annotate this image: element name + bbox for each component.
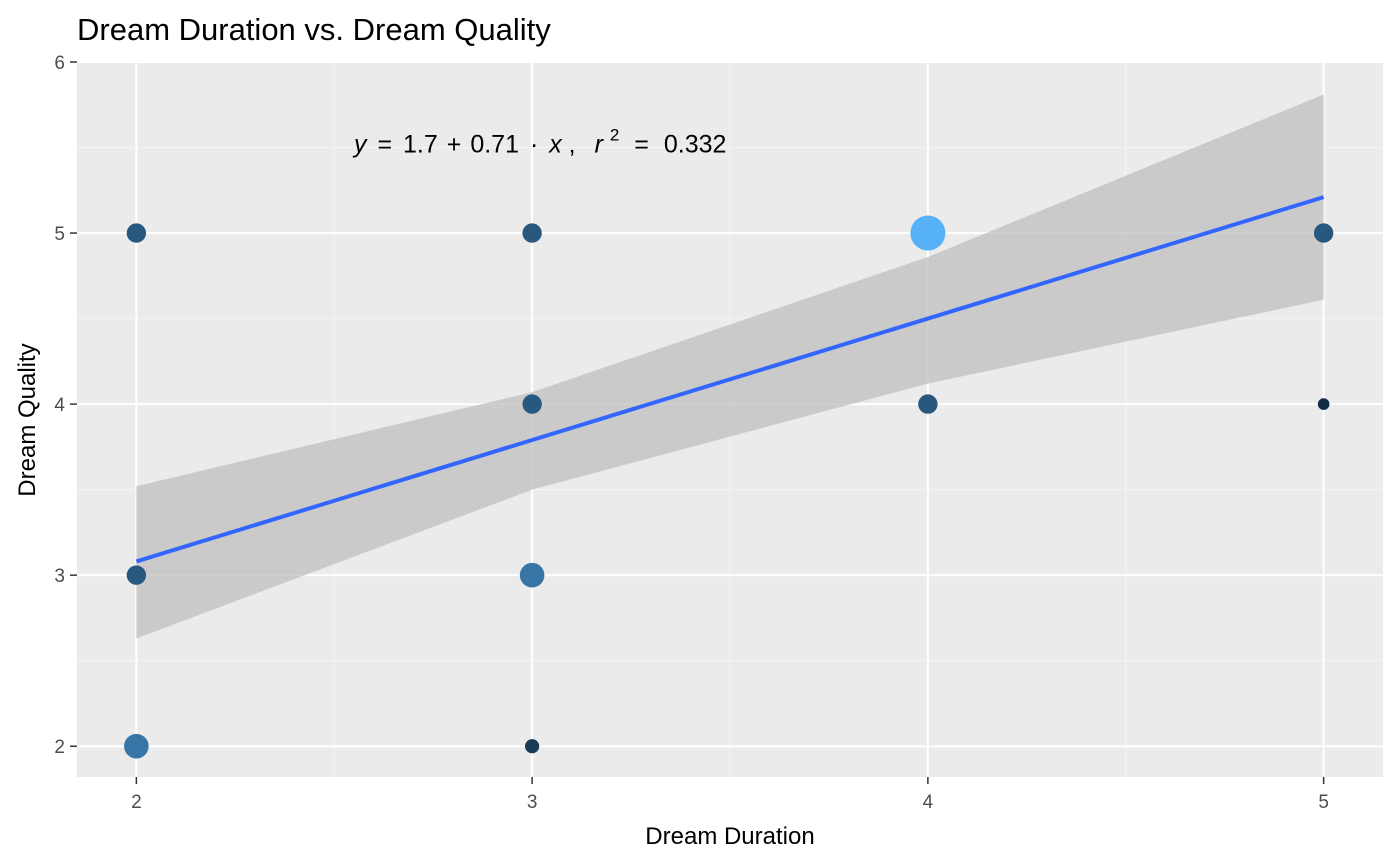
y-tick-label: 3 <box>54 566 65 587</box>
regression-equation: y = 1.7 + 0.71 · x , r 2 = 0.332 <box>352 119 726 159</box>
y-tick-label: 2 <box>54 737 65 758</box>
eq-dot: · <box>530 131 538 159</box>
regression-line <box>135 195 1325 564</box>
eq-r2-equals: = <box>634 131 649 159</box>
eq-x: x <box>548 131 563 159</box>
y-axis: 2 3 4 5 6 <box>54 53 77 758</box>
scatter-point <box>522 394 542 414</box>
eq-y: y <box>352 131 368 159</box>
eq-comma: , <box>569 131 576 159</box>
eq-intercept: 1.7 <box>403 131 438 159</box>
x-tick-label: 3 <box>527 792 538 813</box>
x-axis: 2 3 4 5 <box>131 777 1329 813</box>
scatter-point <box>1317 398 1330 410</box>
x-tick-label: 2 <box>131 792 142 813</box>
scatter-point <box>126 223 147 243</box>
scatter-point <box>910 215 946 251</box>
eq-r2-value: 0.332 <box>664 131 727 159</box>
scatter-point <box>519 562 545 588</box>
scatter-point <box>126 565 147 585</box>
y-tick-label: 4 <box>54 395 65 416</box>
eq-slope: 0.71 <box>470 131 519 159</box>
x-axis-title: Dream Duration <box>645 823 814 850</box>
eq-equals: = <box>377 131 392 159</box>
x-tick-label: 5 <box>1318 792 1329 813</box>
scatter-points <box>124 215 1334 759</box>
scatter-point <box>124 733 149 759</box>
confidence-band <box>136 94 1324 639</box>
eq-r: r <box>595 131 605 159</box>
scatter-point <box>918 394 938 414</box>
scatter-point <box>525 739 540 754</box>
scatter-point <box>522 223 542 243</box>
x-tick-label: 4 <box>923 792 934 813</box>
y-tick-label: 5 <box>54 224 65 245</box>
y-tick-label: 6 <box>54 53 65 74</box>
eq-r-exponent: 2 <box>610 126 619 145</box>
y-axis-title: Dream Quality <box>14 343 41 496</box>
eq-plus: + <box>447 131 462 159</box>
scatter-point <box>1313 223 1334 243</box>
chart-title: Dream Duration vs. Dream Quality <box>77 12 551 47</box>
